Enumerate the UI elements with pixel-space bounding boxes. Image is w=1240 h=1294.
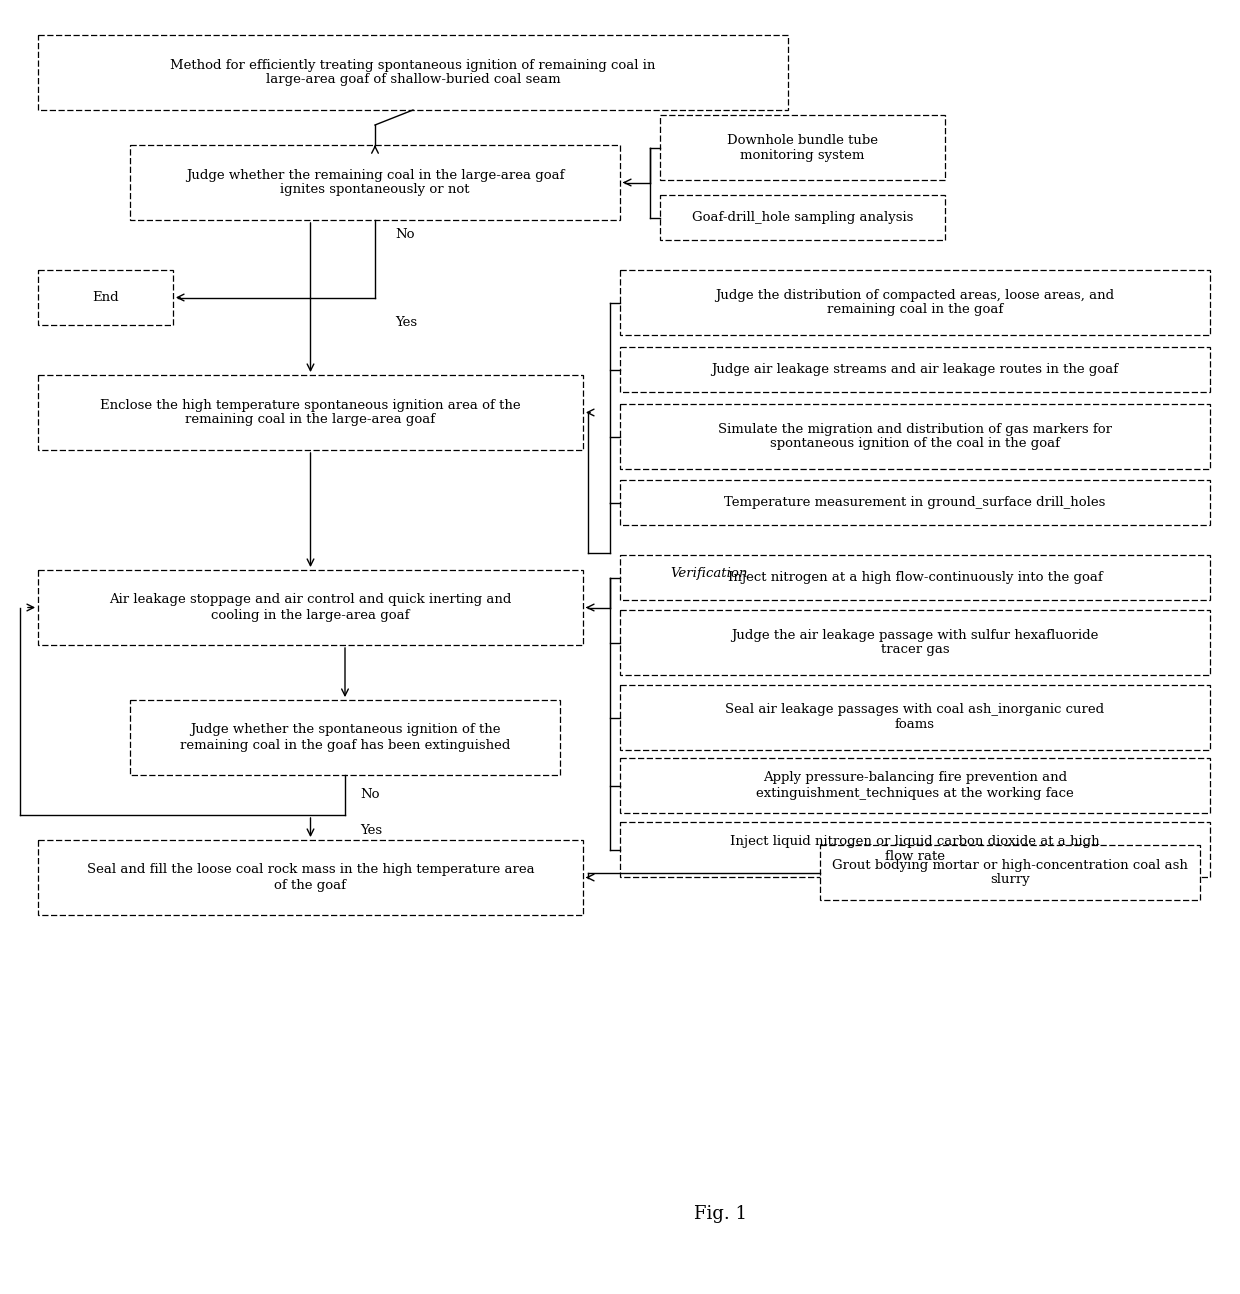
Bar <box>38 569 583 644</box>
Text: Apply pressure-balancing fire prevention and
extinguishment_techniques at the wo: Apply pressure-balancing fire prevention… <box>756 771 1074 800</box>
Text: No: No <box>396 229 414 242</box>
Bar <box>38 35 787 110</box>
Bar <box>820 845 1200 901</box>
Text: Inject liquid nitrogen or liquid carbon dioxide at a high
flow rate: Inject liquid nitrogen or liquid carbon … <box>730 836 1100 863</box>
Bar <box>38 375 583 450</box>
Text: Air leakage stoppage and air control and quick inerting and
cooling in the large: Air leakage stoppage and air control and… <box>109 594 512 621</box>
Bar <box>620 404 1210 468</box>
Text: No: No <box>360 788 379 801</box>
Bar <box>620 555 1210 600</box>
Bar <box>130 700 560 775</box>
Bar <box>620 685 1210 751</box>
Text: Seal air leakage passages with coal ash_inorganic cured
foams: Seal air leakage passages with coal ash_… <box>725 704 1105 731</box>
Text: Judge whether the remaining coal in the large-area goaf
ignites spontaneously or: Judge whether the remaining coal in the … <box>186 168 564 197</box>
Bar <box>38 270 174 325</box>
Bar <box>620 347 1210 392</box>
Bar <box>620 480 1210 525</box>
Text: Judge air leakage streams and air leakage routes in the goaf: Judge air leakage streams and air leakag… <box>712 364 1118 377</box>
Bar <box>660 195 945 239</box>
Bar <box>620 758 1210 813</box>
Text: Verification: Verification <box>670 568 748 581</box>
Text: Seal and fill the loose coal rock mass in the high temperature area
of the goaf: Seal and fill the loose coal rock mass i… <box>87 863 534 892</box>
Text: Method for efficiently treating spontaneous ignition of remaining coal in
large-: Method for efficiently treating spontane… <box>170 58 656 87</box>
Text: Inject nitrogen at a high flow-continuously into the goaf: Inject nitrogen at a high flow-continuou… <box>728 571 1102 584</box>
Text: Yes: Yes <box>396 316 417 329</box>
Bar <box>38 840 583 915</box>
Text: Yes: Yes <box>360 823 382 836</box>
Bar <box>130 145 620 220</box>
Bar <box>620 609 1210 675</box>
Text: Judge whether the spontaneous ignition of the
remaining coal in the goaf has bee: Judge whether the spontaneous ignition o… <box>180 723 510 752</box>
Text: Temperature measurement in ground_surface drill_holes: Temperature measurement in ground_surfac… <box>724 496 1106 509</box>
Text: Enclose the high temperature spontaneous ignition area of the
remaining coal in : Enclose the high temperature spontaneous… <box>100 399 521 427</box>
Text: End: End <box>92 291 119 304</box>
Text: Judge the air leakage passage with sulfur hexafluoride
tracer gas: Judge the air leakage passage with sulfu… <box>732 629 1099 656</box>
Text: Judge the distribution of compacted areas, loose areas, and
remaining coal in th: Judge the distribution of compacted area… <box>715 289 1115 317</box>
Text: Fig. 1: Fig. 1 <box>693 1205 746 1223</box>
Bar <box>620 270 1210 335</box>
Bar <box>660 115 945 180</box>
Bar <box>620 822 1210 877</box>
Text: Grout bodying mortar or high-concentration coal ash
slurry: Grout bodying mortar or high-concentrati… <box>832 858 1188 886</box>
Text: Simulate the migration and distribution of gas markers for
spontaneous ignition : Simulate the migration and distribution … <box>718 423 1112 450</box>
Text: Downhole bundle tube
monitoring system: Downhole bundle tube monitoring system <box>727 133 878 162</box>
Text: Goaf-drill_hole sampling analysis: Goaf-drill_hole sampling analysis <box>692 211 913 224</box>
